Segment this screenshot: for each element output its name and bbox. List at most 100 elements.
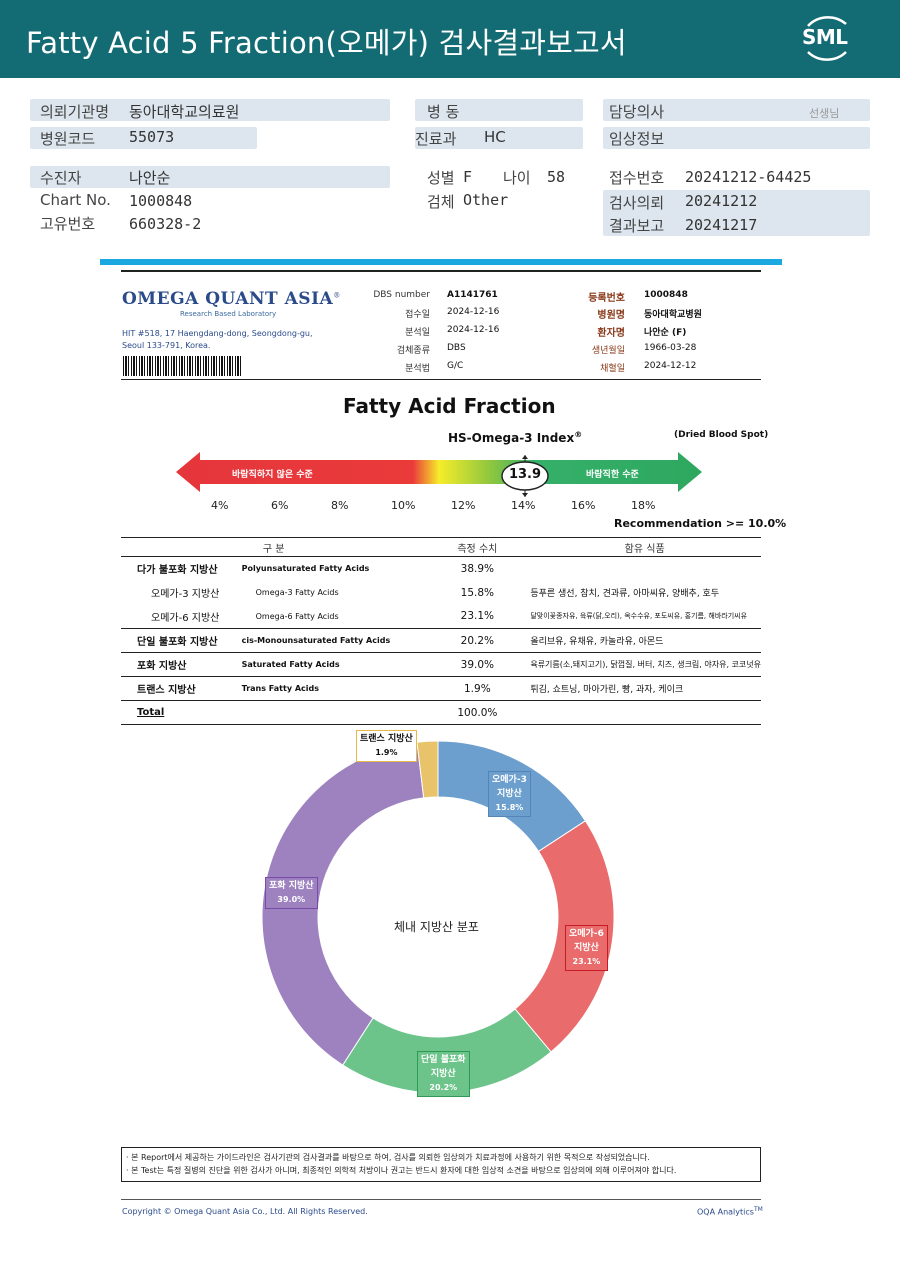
scale-tick: 16% [571,499,596,512]
hospital-code-row-bg [30,127,257,149]
omega6-label-pct: 23.1% [572,956,601,966]
row-en: cis-Monounsaturated Fatty Acids [241,628,427,653]
undesirable-label: 바람직하지 않은 수준 [232,470,313,480]
chart-no-label: Chart No. [40,191,111,209]
request-date-label: 검사의뢰 [609,194,665,212]
hospital-code-value: 55073 [129,128,175,146]
row-value: 39.0% [426,652,529,677]
table-header-row: 구 분 측정 수치 함유 식품 [121,537,761,557]
omega3-index-scale [176,452,702,492]
patient-name-value: 나안순 (F) [644,328,687,338]
trans-label-line1: 트랜스 지방산 [360,734,413,744]
sample-type-label: 검체종류 [396,346,430,356]
patient-row-bg [30,166,390,188]
header-bar: Fatty Acid 5 Fraction(오메가) 검사결과보고서 SML [0,0,900,78]
index-title-text: HS-Omega-3 Index [448,431,575,445]
footer-divider [121,1199,761,1200]
scale-arrow-shape [176,452,702,492]
row-value: 38.9% [460,562,495,575]
saturated-label-line1: 포화 지방산 [269,881,314,891]
date-rows-bg [603,190,870,236]
table-row: 트랜스 지방산 Trans Fatty Acids 1.9% 튀김, 쇼트닝, … [121,676,761,701]
row-en: Omega-3 Fatty Acids [255,588,339,597]
specimen-value: Other [463,191,509,209]
fatty-acid-table: 구 분 측정 수치 함유 식품 다가 불포화 지방산 Polyunsaturat… [121,537,761,725]
ward-row-bg [415,99,583,121]
report-header-rule [121,379,761,380]
header-foods: 함유 식품 [528,537,761,557]
row-value: 15.8% [460,586,495,599]
row-en: Trans Fatty Acids [241,676,427,701]
unique-no-value: 660328-2 [129,215,202,233]
scale-tick: 18% [631,499,656,512]
mono-label-pct: 20.2% [429,1082,458,1092]
row-ko: Total [121,700,242,725]
disclaimer-line-2: · 본 Test는 특정 질병의 진단을 위한 검사가 아니며, 최종적인 의학… [126,1166,677,1175]
sml-logo: SML [796,12,856,64]
dob-value: 1966-03-28 [644,343,697,353]
sml-logo-ring-icon [807,16,847,61]
saturated-slice-label: 포화 지방산 39.0% [265,877,318,910]
row-food [528,557,761,581]
table-row: 오메가-6 지방산 Omega-6 Fatty Acids 23.1% 달맞이꽃… [121,605,761,629]
doctor-suffix: 선생님 [809,107,840,120]
row-en: Polyunsaturated Fatty Acids [241,564,370,574]
row-ko: 오메가-3 지방산 [151,589,220,600]
row-food [528,700,761,725]
table-row-total: Total 100.0% [121,700,761,725]
oqa-analytics: OQA AnalyticsTM [697,1206,763,1217]
saturated-label-pct: 39.0% [277,894,306,904]
row-ko: 포화 지방산 [121,652,242,677]
oqa-analytics-text: OQA Analytics [697,1207,754,1217]
age-value: 58 [547,168,566,186]
collect-date-label: 채혈일 [600,364,625,374]
analyzed-label: 분석일 [405,328,430,338]
index-marker [501,455,549,497]
omega3-label-line2: 지방산 [497,788,522,799]
oqa-analytics-mark: TM [753,1206,763,1213]
mono-label-line1: 단일 불포화 [421,1055,466,1065]
trans-label-pct: 1.9% [375,747,398,757]
scale-tick: 12% [451,499,476,512]
omega3-slice-label: 오메가-3 지방산 15.8% [488,771,531,818]
row-en: Saturated Fatty Acids [241,652,427,677]
row-ko: 다가 불포화 지방산 [137,565,218,577]
result-date-label: 결과보고 [609,217,665,235]
receipt-no-value: 20241212-64425 [685,168,812,186]
clinical-label: 임상정보 [609,130,665,148]
specimen-label: 검체 [427,193,455,211]
dbs-label: DBS number [373,290,430,300]
chart-no-value: 1000848 [129,192,193,210]
row-food: 등푸른 생선, 참치, 견과류, 아마씨유, 양배추, 호두 [530,589,720,599]
index-title: HS-Omega-3 Index® [448,430,582,445]
received-label: 접수일 [405,310,430,320]
hospital-name-value: 동아대학교병원 [644,310,702,320]
row-food: 올리브유, 유채유, 카놀라유, 아몬드 [528,628,761,653]
row-ko: 트랜스 지방산 [121,676,242,701]
table-row: 단일 불포화 지방산 cis-Monounsaturated Fatty Aci… [121,628,761,653]
recommendation: Recommendation >= 10.0% [614,517,787,530]
oqa-logo-mark: ® [333,291,341,300]
row-ko: 오메가-6 지방산 [151,612,220,624]
patient-name-label: 환자명 [597,328,625,339]
request-date-value: 20241212 [685,192,758,210]
dept-value: HC [484,128,506,146]
row-value: 23.1% [460,610,495,623]
oqa-subtitle: Research Based Laboratory [180,310,277,318]
omega6-label-line1: 오메가-6 [569,929,604,939]
disclaimer-line-1: · 본 Report에서 제공하는 가이드라인은 검사기관의 검사결과를 바탕으… [126,1153,650,1162]
oqa-address-1: HIT #518, 17 Haengdang-dong, Seongdong-g… [122,329,313,338]
hospital-code-label: 병원코드 [40,130,96,148]
mono-label-line2: 지방산 [430,1068,456,1079]
omega3-label-line1: 오메가-3 [492,775,527,785]
index-value: 13.9 [508,467,542,482]
method-value: G/C [447,361,464,371]
institution-value: 동아대학교의료원 [129,103,240,121]
omega6-label-line2: 지방산 [574,942,599,953]
row-value: 1.9% [426,676,529,701]
row-en: Omega-6 Fatty Acids [255,611,339,621]
sample-type-value: DBS [447,343,466,353]
ward-label: 병 동 [427,103,460,121]
dbs-value: A1141761 [447,290,498,300]
institution-row-bg [30,99,390,121]
